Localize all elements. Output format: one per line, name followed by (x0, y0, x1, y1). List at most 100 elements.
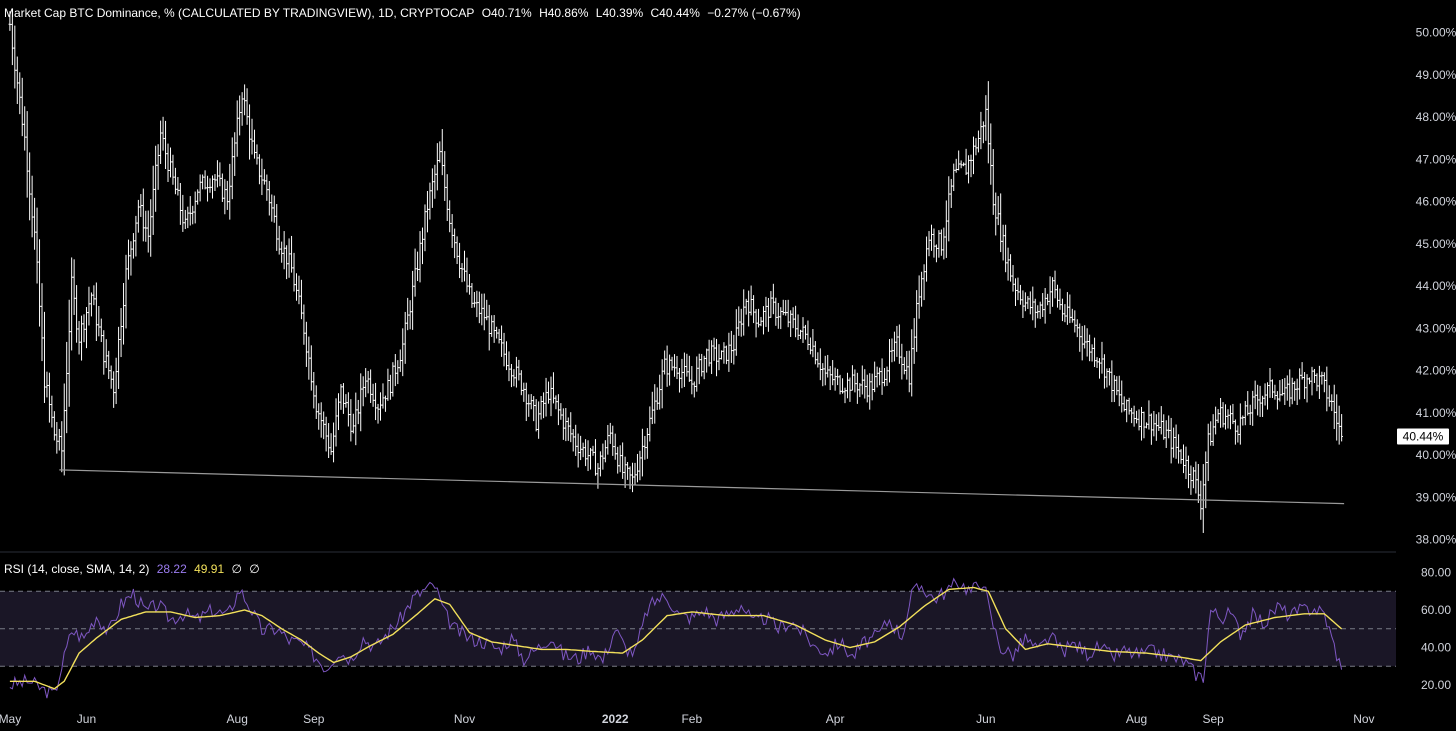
ohlc-bar (1167, 415, 1170, 439)
ohlc-bar (15, 56, 19, 104)
ohlc-bar (663, 350, 666, 375)
rsi-tick-label: 60.00 (1421, 603, 1451, 617)
ohlc-bar (1221, 402, 1225, 428)
ohlc-bar (1243, 400, 1247, 426)
ohlc-bar (769, 291, 773, 318)
ohlc-bar (114, 357, 118, 405)
ohlc-bar (794, 305, 797, 338)
ohlc-bar (1137, 409, 1141, 431)
ohlc-bar (520, 370, 523, 396)
time-tick-label: Sep (1202, 712, 1224, 726)
ohlc-bar (636, 453, 639, 483)
ohlc-bar (1014, 278, 1017, 306)
ohlc-bar (1189, 465, 1193, 495)
ohlc-bar (72, 259, 76, 315)
ohlc-bar (984, 95, 988, 141)
ohlc-bar (1278, 380, 1282, 402)
ohlc-bar (490, 315, 493, 337)
ohlc-bar (1061, 298, 1064, 322)
ohlc-bar (146, 210, 150, 253)
ohlc-bar (179, 182, 182, 225)
ohlc-bar (601, 443, 605, 470)
ohlc-bar (60, 421, 64, 473)
price-tick-label: 45.00% (1416, 237, 1456, 251)
rsi-ma-line[interactable] (9, 586, 1343, 690)
time-tick-label: Aug (1126, 712, 1147, 726)
ohlc-bar (762, 306, 765, 335)
ohlc-bar (843, 387, 847, 404)
rsi-pane[interactable] (0, 577, 1396, 699)
ohlc-bar (1036, 305, 1040, 319)
ohlc-bar (43, 311, 46, 403)
ohlc-bar (11, 8, 14, 66)
rsi-axis[interactable]: 80.00 60.00 40.00 20.00 (1421, 566, 1451, 693)
ohlc-bar (233, 132, 237, 176)
support-trendline[interactable] (59, 469, 1345, 505)
ohlc-bar (1130, 407, 1133, 424)
ohlc-bar (23, 106, 27, 151)
ohlc-bar (391, 362, 395, 397)
ohlc-bar (606, 424, 610, 455)
ohlc-bar (384, 395, 387, 412)
ohlc-bar (668, 354, 671, 386)
ohlc-bar (188, 196, 192, 226)
ohlc-bar (826, 354, 830, 378)
empty-set-icon[interactable]: ∅ (249, 562, 260, 576)
time-axis[interactable]: May Jun Aug Sep Nov 2022 Feb Apr Jun Aug Sep Nov (0, 712, 1375, 726)
ohlc-bar (759, 316, 763, 327)
ohlc-bar (1236, 425, 1240, 443)
ohlc-bar (356, 399, 360, 425)
rsi-ma-value: 49.91 (194, 562, 225, 576)
ohlc-bar (660, 359, 664, 409)
ohlc-bar (18, 72, 22, 115)
price-pane[interactable] (8, 8, 1345, 533)
ohlc-bar (727, 332, 731, 372)
ohlc-bar (386, 368, 390, 401)
ohlc-bar (581, 442, 585, 458)
empty-set-icon[interactable]: ∅ (231, 562, 242, 576)
ohlc-bar (1246, 391, 1250, 416)
ohlc-bar (1261, 395, 1264, 417)
ohlc-bar (878, 367, 881, 386)
ohlc-bar (1103, 354, 1106, 389)
ohlc-bar (1127, 397, 1131, 415)
ohlc-bar (594, 439, 597, 476)
ohlc-bar (1231, 403, 1235, 425)
time-tick-label: Apr (826, 712, 845, 726)
ohlc-bar (781, 299, 785, 316)
ohlc-bar (213, 174, 217, 192)
ohlc-bar (1315, 373, 1319, 392)
ohlc-bar (492, 315, 496, 343)
ohlc-bar (529, 394, 533, 410)
ohlc-bar (695, 356, 699, 392)
ohlc-bar (1290, 377, 1294, 405)
ohlc-bar (571, 429, 575, 452)
ohlc-bar (253, 129, 256, 159)
ohlc-bar (50, 395, 54, 428)
rsi-tick-label: 40.00 (1421, 641, 1451, 655)
ohlc-bar (327, 423, 330, 459)
ohlc-bar (144, 210, 148, 242)
ohlc-bar (1172, 427, 1175, 458)
ohlc-bar (1078, 323, 1082, 352)
ohlc-bar (468, 274, 471, 295)
ohlc-bar (102, 330, 106, 375)
ohlc-bar (366, 370, 370, 394)
ohlc-bar (1323, 372, 1326, 393)
price-axis[interactable]: 50.00% 49.00% 48.00% 47.00% 46.00% 45.00% 44.0… (1397, 26, 1456, 547)
ohlc-bar (789, 310, 792, 337)
ohlc-bar (996, 196, 1000, 226)
ohlc-bar (828, 365, 832, 391)
ohlc-bar (1187, 455, 1190, 489)
ohlc-bar (406, 297, 409, 331)
ohlc-bar (752, 295, 755, 324)
ohlc-bar (448, 200, 451, 233)
ohlc-bar (250, 118, 254, 155)
ohlc-bar (767, 297, 770, 332)
ohlc-bar (70, 257, 73, 351)
ohlc-bar (653, 384, 657, 424)
rsi-line[interactable] (9, 577, 1343, 699)
price-tick-label: 46.00% (1416, 195, 1456, 209)
ohlc-bar (865, 374, 869, 403)
